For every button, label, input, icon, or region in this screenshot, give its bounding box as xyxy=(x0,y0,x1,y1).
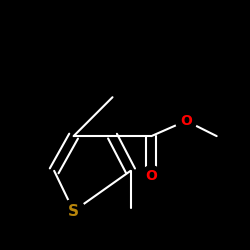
Text: S: S xyxy=(68,204,79,218)
Circle shape xyxy=(176,110,197,132)
Circle shape xyxy=(141,166,162,187)
Text: O: O xyxy=(180,114,192,128)
Circle shape xyxy=(62,200,85,223)
Text: O: O xyxy=(146,170,157,183)
